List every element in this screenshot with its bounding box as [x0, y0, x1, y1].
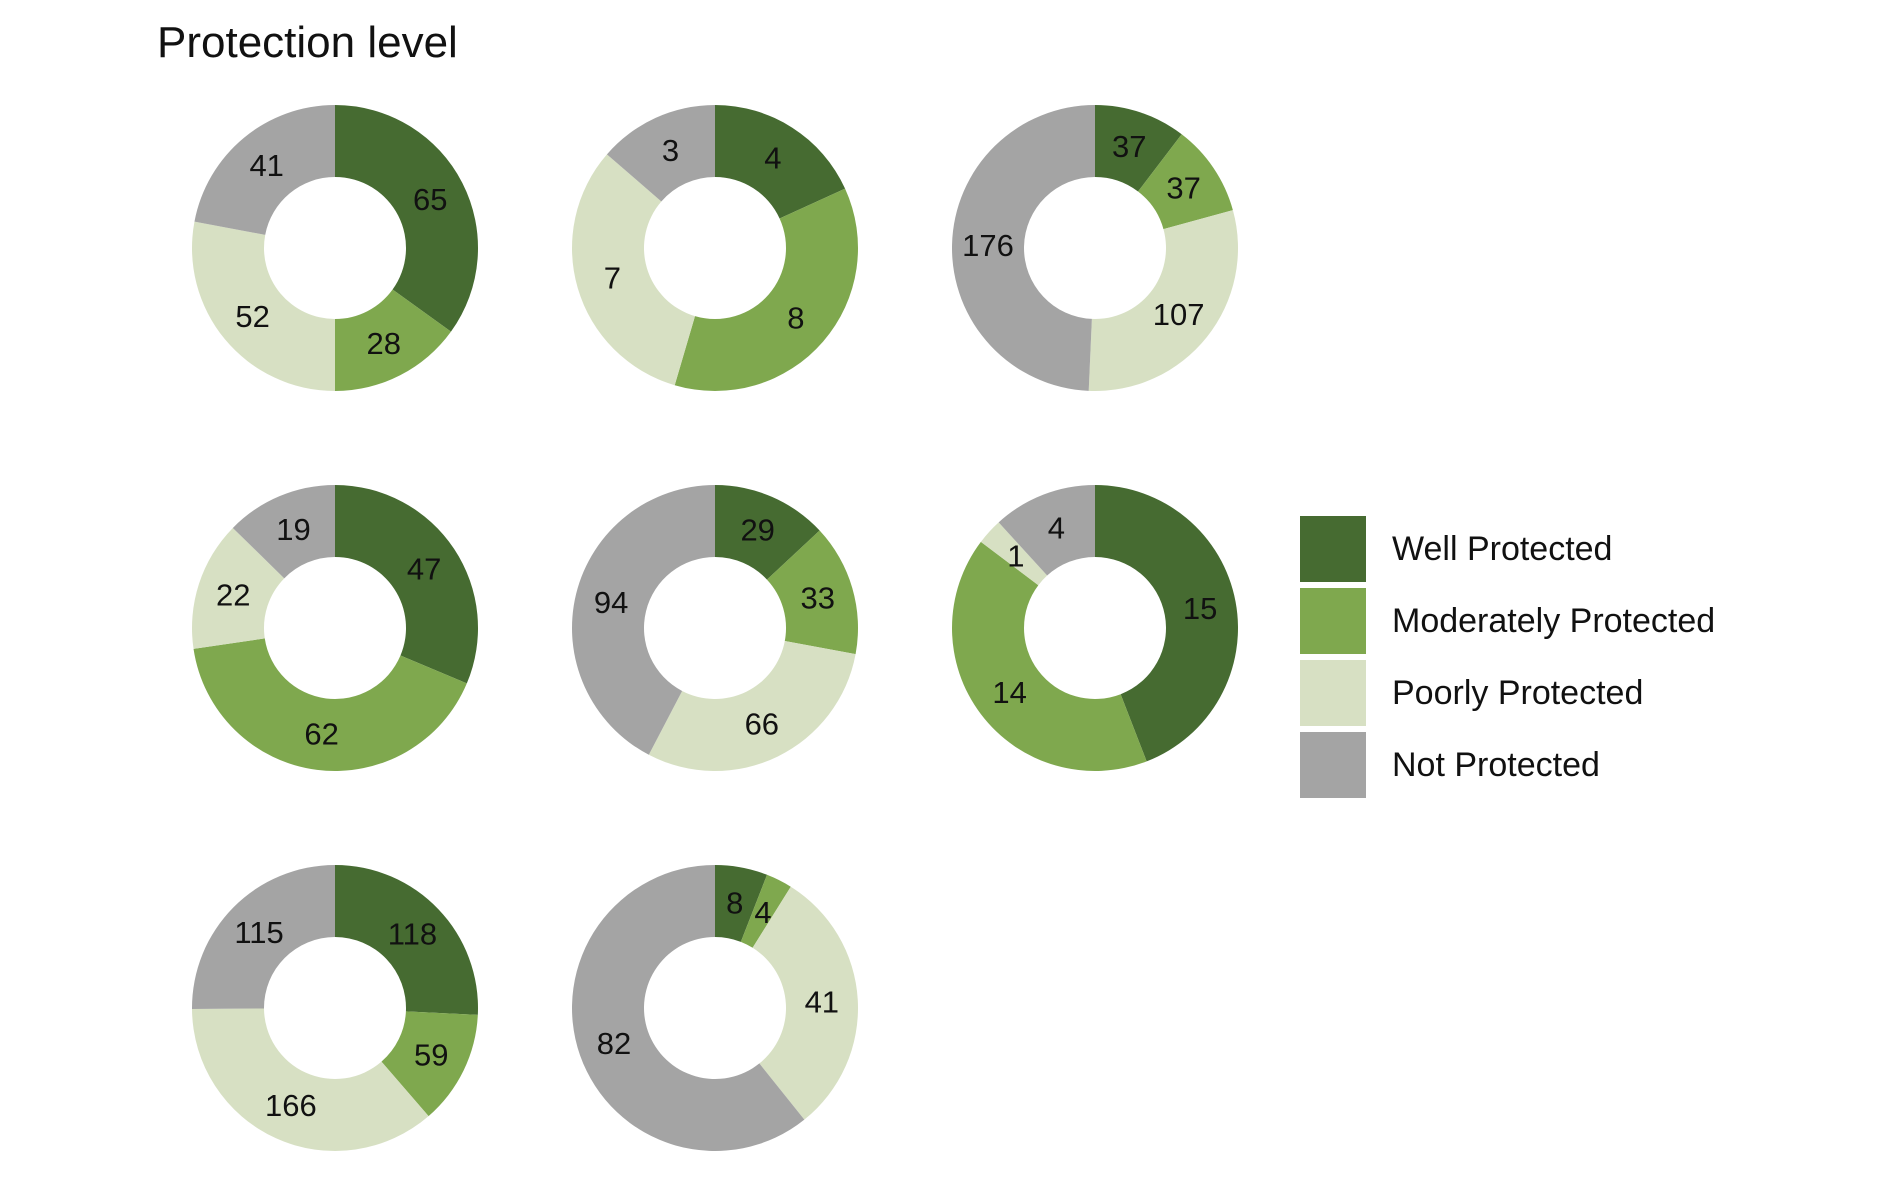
legend-swatch [1300, 516, 1366, 582]
donut-panel-3: 37 37 107 176 [952, 105, 1238, 391]
donut-slice-poorly-protected [648, 640, 856, 771]
donut-slice-well-protected [335, 485, 478, 684]
legend-label: Poorly Protected [1392, 674, 1643, 712]
slice-value-label: 62 [304, 717, 338, 752]
legend-swatch [1300, 588, 1366, 654]
legend-item-not-protected: Not Protected [1300, 732, 1600, 798]
slice-value-label: 166 [265, 1088, 317, 1123]
donut-panel-8: 8 4 41 82 [572, 865, 859, 1151]
donut-slice-poorly-protected [192, 527, 285, 649]
slice-value-label: 115 [234, 915, 283, 950]
slice-value-label: 176 [962, 228, 1014, 263]
slice-value-label: 7 [604, 261, 621, 296]
legend-label: Moderately Protected [1392, 602, 1715, 640]
slice-value-label: 19 [276, 512, 310, 547]
legend-item-well-protected: Well Protected [1300, 516, 1612, 582]
slice-value-label: 37 [1112, 129, 1146, 164]
slice-value-label: 4 [754, 895, 771, 930]
legend-swatch [1300, 732, 1366, 798]
donut-slice-moderately-protected [1138, 134, 1233, 230]
donut-slice-well-protected [715, 105, 846, 219]
slice-value-label: 28 [366, 326, 400, 361]
donut-panel-5: 29 33 66 94 [572, 485, 858, 771]
slice-value-label: 47 [407, 551, 441, 586]
slice-value-label: 29 [740, 512, 774, 547]
slice-value-label: 4 [764, 140, 781, 175]
donut-panel-1: 65 28 52 41 [192, 105, 478, 391]
slice-value-label: 37 [1166, 171, 1200, 206]
slice-value-label: 1 [1007, 538, 1024, 573]
legend-label: Well Protected [1392, 530, 1612, 568]
donut-slice-not-protected [606, 105, 715, 202]
donut-slice-well-protected [1095, 485, 1238, 762]
slice-value-label: 66 [745, 707, 779, 742]
donut-slice-not-protected [191, 865, 335, 1009]
slice-value-label: 41 [805, 984, 839, 1019]
donut-slice-well-protected [1095, 105, 1182, 192]
donut-slice-moderately-protected [952, 541, 1147, 771]
slice-value-label: 33 [801, 581, 835, 616]
donut-panel-6: 15 14 14 [952, 484, 1238, 771]
donut-slice-moderately-protected [766, 530, 858, 655]
slice-value-label: 3 [662, 133, 679, 168]
slice-value-label: 8 [787, 301, 804, 336]
donut-slice-well-protected [335, 105, 478, 332]
donut-slice-not-protected [572, 485, 715, 755]
slice-value-label: 4 [1048, 511, 1065, 546]
slice-value-label: 107 [1153, 297, 1205, 332]
donut-slice-poorly-protected [192, 1008, 429, 1152]
chart-title: Protection level [157, 18, 458, 67]
donut-slice-not-protected [998, 484, 1095, 576]
legend-swatch [1300, 660, 1366, 726]
legend: Well Protected Moderately Protected Poorly… [1300, 516, 1715, 798]
legend-item-moderately-protected: Moderately Protected [1300, 588, 1715, 654]
donut-slice-well-protected [715, 485, 820, 580]
donut-slice-moderately-protected [740, 874, 791, 948]
legend-item-poorly-protected: Poorly Protected [1300, 660, 1643, 726]
donut-slice-poorly-protected [752, 886, 859, 1120]
donut-slice-well-protected [715, 865, 768, 942]
donut-slice-moderately-protected [193, 638, 467, 771]
donut-slice-poorly-protected [1088, 210, 1238, 391]
donut-slice-not-protected [194, 105, 335, 235]
donut-slice-poorly-protected [572, 154, 695, 386]
slice-value-label: 94 [594, 585, 628, 620]
donut-panel-7: 118 59 166 115 [191, 865, 478, 1152]
donut-slice-well-protected [335, 865, 478, 1015]
donut-slice-moderately-protected [381, 1011, 478, 1117]
donut-slice-not-protected [572, 865, 805, 1151]
legend-label: Not Protected [1392, 746, 1600, 784]
slice-value-label: 65 [413, 182, 447, 217]
slice-value-label: 118 [388, 917, 437, 952]
slice-value-label: 41 [249, 148, 283, 183]
donut-slice-poorly-protected [192, 221, 335, 391]
slice-value-label: 8 [726, 885, 743, 920]
donut-slice-not-protected [232, 485, 335, 579]
donut-slice-moderately-protected [674, 188, 858, 391]
slice-value-label: 14 [992, 675, 1026, 710]
slice-value-label: 22 [216, 577, 250, 612]
donut-slice-not-protected [952, 105, 1095, 391]
donut-panel-2: 4 8 7 3 [572, 105, 858, 391]
slice-value-label: 82 [597, 1026, 631, 1061]
donut-slice-poorly-protected [980, 522, 1048, 586]
donut-slice-moderately-protected [335, 289, 451, 391]
slice-value-label: 59 [414, 1037, 448, 1072]
slice-value-label: 15 [1183, 591, 1217, 626]
donut-panel-4: 47 62 22 19 [192, 485, 478, 771]
slice-value-label: 52 [235, 299, 269, 334]
